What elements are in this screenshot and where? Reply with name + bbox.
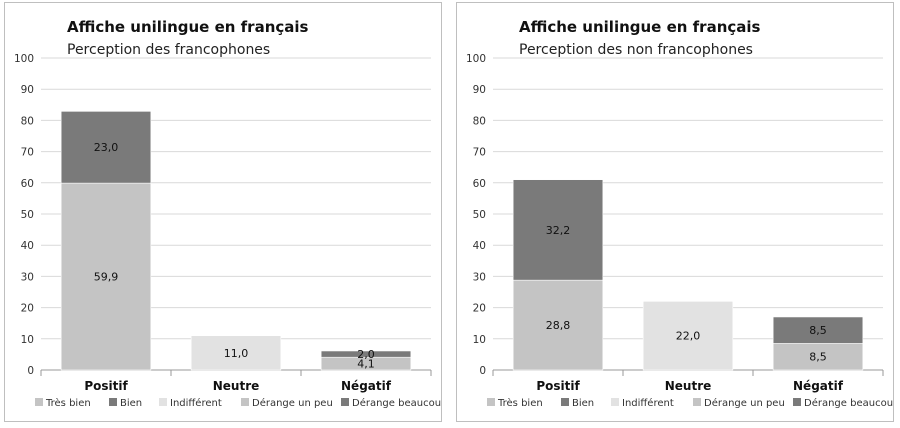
legend-label: Très bien (45, 397, 91, 409)
y-tick-label: 70 (473, 147, 486, 159)
data-label: 8,5 (809, 351, 827, 364)
data-label: 59,9 (94, 271, 119, 284)
legend-swatch (611, 398, 619, 406)
y-tick-label: 20 (21, 303, 34, 315)
y-tick-label: 30 (473, 271, 486, 283)
legend-label: Indifférent (622, 397, 674, 409)
data-label: 8,5 (809, 324, 827, 337)
y-tick-label: 100 (466, 53, 486, 65)
y-tick-label: 40 (21, 240, 34, 252)
y-tick-label: 40 (473, 240, 486, 252)
y-tick-label: 20 (473, 303, 486, 315)
x-category-label: Positif (536, 379, 580, 393)
bar-segment (772, 343, 864, 371)
legend-swatch (561, 398, 569, 406)
legend-label: Dérange un peu (704, 397, 785, 409)
bar-segment (320, 350, 412, 358)
y-tick-label: 90 (21, 84, 34, 96)
chart-subtitle: Perception des francophones (67, 42, 270, 58)
legend-label: Dérange un peu (252, 397, 333, 409)
data-label: 28,8 (546, 319, 571, 332)
chart-subtitle: Perception des non francophones (519, 42, 753, 58)
legend-swatch (487, 398, 495, 406)
legend-swatch (341, 398, 349, 406)
chart-title: Affiche unilingue en français (67, 18, 309, 36)
bar-segment (512, 279, 604, 371)
bar-segment (60, 111, 152, 184)
y-tick-label: 50 (473, 209, 486, 221)
y-tick-label: 10 (473, 334, 486, 346)
bar-segment (512, 179, 604, 281)
legend-swatch (35, 398, 43, 406)
y-tick-label: 10 (21, 334, 34, 346)
legend-label: Dérange beaucoup (352, 397, 441, 409)
data-label: 2,0 (357, 348, 375, 361)
y-tick-label: 80 (473, 115, 486, 127)
legend-swatch (693, 398, 701, 406)
x-category-label: Neutre (665, 379, 712, 393)
data-label: 23,0 (94, 141, 119, 154)
chart-panel-non-francophones: Affiche unilingue en français Perception … (456, 2, 894, 422)
y-tick-label: 30 (21, 271, 34, 283)
chart-svg: Affiche unilingue en français Perception … (14, 18, 441, 409)
y-tick-label: 60 (21, 178, 34, 190)
data-label: 11,0 (224, 347, 249, 360)
legend-label: Bien (120, 398, 142, 409)
y-tick-label: 0 (27, 365, 34, 377)
y-tick-label: 0 (479, 365, 486, 377)
y-tick-label: 100 (14, 53, 34, 65)
legend-swatch (109, 398, 117, 406)
y-tick-label: 50 (21, 209, 34, 221)
y-tick-label: 60 (473, 178, 486, 190)
data-label: 22,0 (676, 330, 701, 343)
x-category-label: Positif (84, 379, 128, 393)
data-label: 4,1 (357, 358, 375, 371)
bar-segment (642, 301, 734, 371)
bar-segment (60, 182, 152, 371)
chart-panel-francophones: Affiche unilingue en français Perception … (4, 2, 442, 422)
legend-label: Indifférent (170, 397, 222, 409)
y-tick-label: 70 (21, 147, 34, 159)
chart-title: Affiche unilingue en français (519, 18, 761, 36)
y-tick-label: 90 (473, 84, 486, 96)
legend-swatch (159, 398, 167, 406)
x-category-label: Négatif (793, 379, 844, 393)
x-category-label: Neutre (213, 379, 260, 393)
legend-label: Très bien (497, 397, 543, 409)
data-label: 32,2 (546, 224, 571, 237)
legend-label: Dérange beaucoup (804, 397, 893, 409)
chart-svg: Affiche unilingue en français Perception … (466, 18, 893, 409)
bar-segment (772, 316, 864, 344)
legend-label: Bien (572, 398, 594, 409)
y-tick-label: 80 (21, 115, 34, 127)
legend-swatch (241, 398, 249, 406)
legend-swatch (793, 398, 801, 406)
x-category-label: Négatif (341, 379, 392, 393)
bar-segment (190, 335, 282, 371)
